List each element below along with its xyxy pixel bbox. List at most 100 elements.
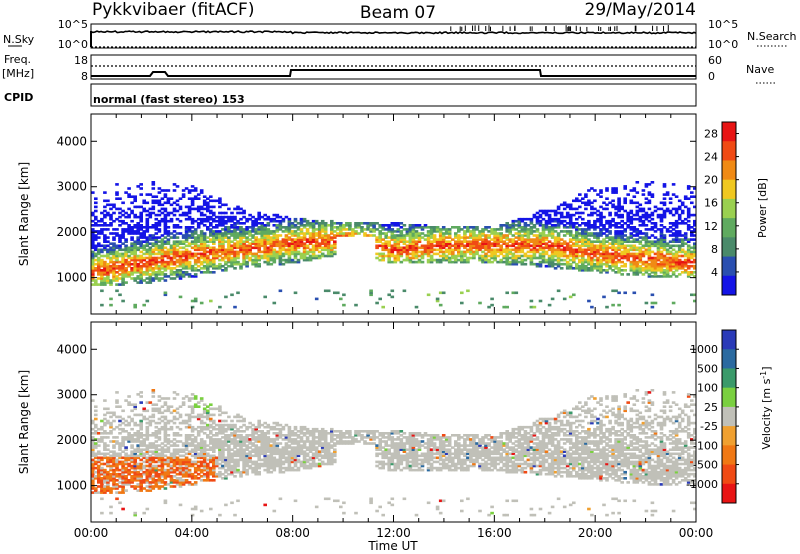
power-cell <box>572 242 576 245</box>
power-cell <box>136 205 140 209</box>
power-cell <box>693 252 696 256</box>
power-cell <box>345 234 349 237</box>
power-cell <box>423 234 428 237</box>
power-cell <box>520 217 525 221</box>
power-cell <box>514 262 519 266</box>
velocity-cell <box>100 427 104 431</box>
velocity-cell <box>103 472 107 476</box>
power-cell <box>441 250 446 254</box>
velocity-cell <box>178 481 183 484</box>
power-cell <box>605 203 609 207</box>
power-cell <box>611 260 615 264</box>
velocity-cell <box>130 417 134 421</box>
velocity-cell <box>121 485 125 488</box>
velocity-cell <box>127 479 131 482</box>
power-cell <box>323 224 328 227</box>
velocity-cell <box>118 468 122 472</box>
power-cell <box>686 244 691 248</box>
velocity-cell <box>103 475 107 478</box>
power-cell <box>218 246 222 250</box>
power-cell <box>239 207 243 211</box>
power-cell <box>629 254 634 258</box>
power-cell <box>581 240 585 243</box>
power-cell <box>136 222 140 225</box>
velocity-cell <box>196 425 201 429</box>
velocity-cell <box>91 464 95 468</box>
power-cell <box>233 252 237 256</box>
power-cell <box>608 211 612 215</box>
power-cell <box>408 260 413 264</box>
power-cell <box>438 258 443 262</box>
power-cell <box>578 269 582 272</box>
power-cell <box>314 242 319 245</box>
power-cell <box>263 256 267 260</box>
velocity-cell <box>91 466 95 470</box>
power-cell <box>266 236 271 239</box>
velocity-cell <box>196 446 201 449</box>
power-cell <box>535 222 540 225</box>
power-cell <box>396 236 401 239</box>
power-cell <box>502 305 506 309</box>
velocity-cell <box>94 475 98 478</box>
power-cell <box>109 264 113 268</box>
velocity-cell <box>166 440 171 443</box>
velocity-cell <box>121 489 125 492</box>
power-cell <box>429 254 434 258</box>
power-cell <box>130 201 134 205</box>
velocity-cell <box>154 470 159 474</box>
power-cell <box>187 228 192 231</box>
power-cell <box>674 234 679 237</box>
power-cell <box>317 234 322 237</box>
power-cell <box>617 242 621 245</box>
power-cell <box>157 267 162 270</box>
power-cell <box>260 240 264 243</box>
power-cell <box>260 222 264 225</box>
velocity-cell <box>196 452 201 456</box>
power-cell <box>190 240 195 243</box>
power-cell <box>209 234 213 237</box>
power-cell <box>163 209 168 213</box>
power-cell <box>487 244 491 248</box>
power-cell <box>575 250 579 254</box>
velocity-cell <box>133 458 137 462</box>
velocity-cell <box>112 456 116 460</box>
velocity-cell <box>145 460 150 464</box>
power-cell <box>575 230 579 233</box>
power-cell <box>224 269 228 272</box>
power-cell <box>665 230 670 233</box>
power-cell <box>263 260 267 264</box>
power-cell <box>193 262 198 266</box>
power-cell <box>317 250 322 254</box>
power-cell <box>366 234 370 237</box>
power-cell <box>103 244 107 248</box>
velocity-cell <box>127 434 131 437</box>
power-cell <box>541 252 546 256</box>
velocity-cell <box>139 436 143 439</box>
power-cell <box>157 230 162 233</box>
velocity-cell <box>202 462 207 466</box>
velocity-cell <box>154 464 159 468</box>
power-cell <box>308 236 313 239</box>
power-cell <box>578 267 582 270</box>
power-cell <box>263 224 267 227</box>
power-colorbar-tick-label: 20 <box>704 174 718 187</box>
power-cell <box>611 269 615 272</box>
power-cell <box>317 226 322 229</box>
power-cell <box>460 301 464 305</box>
power-cell <box>336 234 340 237</box>
velocity-cell <box>181 401 186 404</box>
power-cell <box>278 228 283 231</box>
power-cell <box>469 232 473 235</box>
power-cell <box>184 256 189 260</box>
velocity-cell <box>109 479 113 482</box>
power-cell <box>245 238 249 241</box>
power-cell <box>599 230 603 233</box>
power-cell <box>659 232 664 235</box>
power-colorbar-swatch <box>722 275 736 296</box>
power-cell <box>565 248 570 252</box>
power-cell <box>130 230 134 233</box>
velocity-cell <box>118 432 122 435</box>
power-cell <box>133 260 137 264</box>
power-cell <box>517 236 522 239</box>
power-cell <box>647 244 652 248</box>
